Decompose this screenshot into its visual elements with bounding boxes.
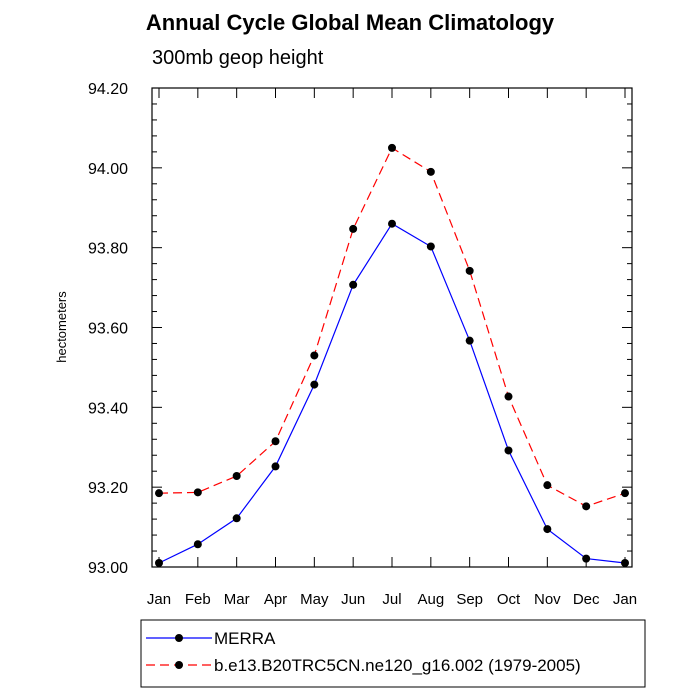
data-point — [543, 481, 552, 490]
data-point — [504, 446, 513, 455]
legend-marker — [175, 661, 183, 669]
x-tick-label: Nov — [534, 591, 561, 608]
x-tick-label: May — [300, 591, 329, 608]
y-tick-label: 94.00 — [88, 161, 128, 178]
legend-marker — [175, 634, 183, 642]
data-point — [271, 437, 280, 446]
data-point — [426, 242, 435, 251]
y-tick-label: 94.20 — [88, 81, 128, 98]
y-tick-label: 93.40 — [88, 400, 128, 417]
data-point — [155, 559, 163, 568]
data-point — [582, 502, 591, 511]
x-tick-label: Aug — [417, 591, 444, 608]
x-tick-label: Dec — [573, 591, 600, 608]
x-tick-label: Feb — [185, 591, 211, 608]
legend-box — [140, 619, 646, 688]
data-point — [193, 540, 202, 549]
data-point — [155, 489, 163, 498]
x-tick-label: Mar — [224, 591, 250, 608]
data-point — [310, 351, 319, 360]
y-tick-label: 93.20 — [88, 480, 128, 497]
y-axis-label: hectometers — [54, 291, 69, 363]
x-tick-label: Jul — [382, 591, 401, 608]
legend-label-1: MERRA — [214, 629, 276, 648]
series-line-2 — [158, 147, 626, 507]
data-point — [232, 514, 241, 523]
x-tick-label: Sep — [456, 591, 483, 608]
legend-label-2: b.e13.B20TRC5CN.ne120_g16.002 (1979-2005… — [214, 656, 581, 675]
data-point — [465, 336, 474, 345]
y-tick-label: 93.60 — [88, 321, 128, 338]
data-point — [582, 554, 591, 563]
x-tick-label: Jan — [147, 591, 171, 608]
data-point — [504, 392, 513, 401]
data-point — [349, 280, 358, 289]
x-tick-label: Jun — [341, 591, 365, 608]
data-point — [310, 380, 319, 389]
ticks-layer: 93.00 93.20 93.40 93.60 93.80 94.00 94.20 Jan Fe… — [88, 81, 637, 608]
x-tick-label: Oct — [497, 591, 521, 608]
chart-subtitle: 300mb geop height — [152, 47, 324, 69]
data-point — [426, 167, 435, 176]
x-tick-label: Apr — [264, 591, 287, 608]
legend: MERRA b.e13.B20TRC5CN.ne120_g16.002 (1979… — [140, 619, 646, 688]
data-point — [621, 559, 629, 568]
y-tick-label: 93.00 — [88, 560, 128, 577]
chart-title: Annual Cycle Global Mean Climatology — [145, 10, 555, 35]
x-tick-label: Jan — [613, 591, 637, 608]
y-tick-label: 93.80 — [88, 241, 128, 258]
series-line-1 — [158, 222, 626, 564]
data-point — [193, 488, 202, 497]
data-point — [621, 489, 629, 498]
data-point — [388, 143, 396, 152]
data-point — [349, 224, 358, 233]
data-point — [465, 266, 474, 275]
data-point — [232, 471, 241, 480]
series-layer — [155, 143, 629, 568]
data-point — [388, 219, 396, 228]
data-point — [271, 462, 280, 471]
data-point — [543, 525, 552, 534]
plot-frame — [151, 87, 633, 568]
